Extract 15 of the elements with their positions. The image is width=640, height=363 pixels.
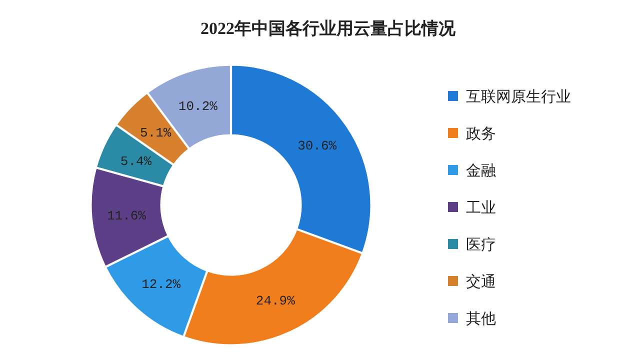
chart-title: 2022年中国各行业用云量占比情况 [200, 19, 456, 38]
legend-label: 互联网原生行业 [466, 87, 571, 106]
legend-label: 金融 [466, 161, 496, 180]
legend-label: 其他 [466, 309, 496, 328]
legend-label: 交通 [466, 272, 496, 290]
data-label: 10.2% [178, 98, 218, 114]
legend-label: 政务 [466, 124, 496, 142]
data-label: 12.2% [142, 276, 181, 292]
data-label: 11.6% [106, 208, 146, 224]
data-label: 5.4% [120, 154, 152, 169]
data-label: 24.9% [256, 294, 296, 309]
legend-label: 医疗 [466, 235, 496, 254]
data-label: 30.6% [298, 138, 337, 154]
data-label: 5.1% [140, 125, 172, 140]
legend-label: 工业 [466, 198, 496, 216]
